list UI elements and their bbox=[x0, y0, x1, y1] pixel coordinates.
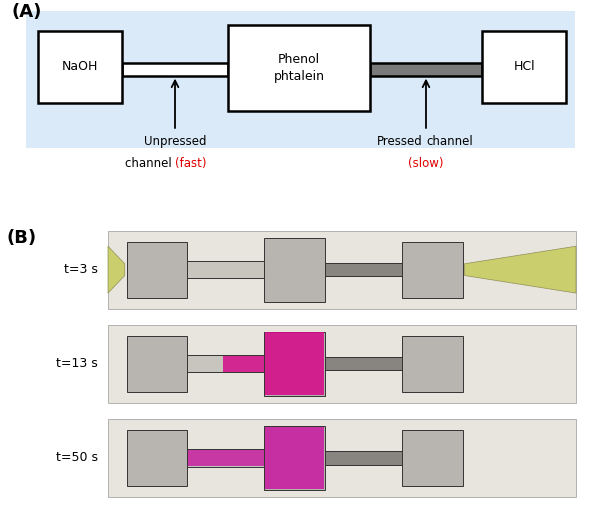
Bar bbox=[108, 231, 576, 309]
Bar bbox=[402, 242, 463, 298]
Bar bbox=[127, 242, 187, 298]
Bar bbox=[402, 336, 463, 392]
Bar bbox=[402, 430, 463, 486]
Bar bbox=[265, 427, 324, 489]
Bar bbox=[38, 31, 121, 103]
Text: NaOH: NaOH bbox=[62, 60, 98, 74]
Text: (A): (A) bbox=[11, 3, 42, 21]
Bar bbox=[325, 451, 402, 465]
Text: t=13 s: t=13 s bbox=[56, 357, 98, 370]
Bar bbox=[325, 451, 339, 465]
Bar bbox=[222, 356, 264, 372]
Bar bbox=[264, 426, 325, 490]
Bar bbox=[264, 426, 325, 490]
Bar bbox=[264, 237, 325, 302]
Bar bbox=[482, 31, 566, 103]
Bar bbox=[108, 419, 576, 497]
Bar bbox=[370, 63, 482, 76]
Text: channel: channel bbox=[124, 157, 175, 170]
Bar bbox=[187, 449, 264, 467]
Text: (fast): (fast) bbox=[175, 157, 207, 170]
Text: Unpressed: Unpressed bbox=[144, 135, 206, 148]
Text: (slow): (slow) bbox=[408, 157, 444, 170]
Polygon shape bbox=[465, 246, 576, 293]
Bar bbox=[325, 263, 402, 277]
Text: t=50 s: t=50 s bbox=[56, 451, 98, 465]
Text: HCl: HCl bbox=[513, 60, 535, 74]
Bar bbox=[127, 430, 187, 486]
Text: Pressed: Pressed bbox=[377, 135, 423, 148]
Bar bbox=[264, 332, 325, 396]
Bar bbox=[264, 332, 325, 396]
Bar bbox=[187, 355, 264, 372]
Bar bbox=[121, 63, 228, 76]
Bar bbox=[265, 333, 324, 395]
Text: (B): (B) bbox=[6, 229, 36, 247]
Bar bbox=[188, 450, 264, 466]
Text: t=3 s: t=3 s bbox=[64, 263, 98, 276]
Bar bbox=[127, 336, 187, 392]
Text: Phenol
phtalein: Phenol phtalein bbox=[273, 53, 325, 83]
Bar bbox=[325, 357, 402, 371]
Bar bbox=[222, 355, 264, 372]
Bar bbox=[187, 449, 264, 467]
Bar bbox=[108, 325, 576, 403]
Bar bbox=[187, 261, 264, 278]
Bar bbox=[228, 25, 370, 112]
Text: channel: channel bbox=[426, 135, 473, 148]
Bar bbox=[26, 11, 575, 148]
Polygon shape bbox=[108, 246, 125, 293]
